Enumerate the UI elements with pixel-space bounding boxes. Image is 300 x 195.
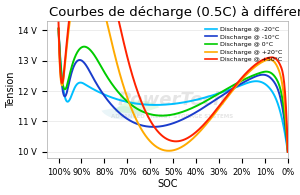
- Line: Discharge @ +50°C: Discharge @ +50°C: [58, 0, 288, 152]
- Discharge @ -10°C: [62, 94, 66, 97]
- Line: Discharge @ -10°C: Discharge @ -10°C: [58, 29, 288, 152]
- Discharge @ -10°C: [98, 88, 102, 90]
- Discharge @ -10°C: [57, 27, 60, 30]
- Discharge @ +50°C: [176, 140, 179, 143]
- Discharge @ 0°C: [176, 112, 179, 114]
- Text: ADVANCED ENERGY STORAGE SYSTEMS: ADVANCED ENERGY STORAGE SYSTEMS: [111, 114, 233, 119]
- X-axis label: SOC: SOC: [157, 179, 178, 190]
- Discharge @ +20°C: [286, 151, 290, 153]
- Discharge @ -10°C: [177, 120, 181, 122]
- Discharge @ +50°C: [162, 136, 166, 138]
- Discharge @ +20°C: [177, 147, 181, 150]
- Discharge @ 0°C: [162, 114, 166, 117]
- Y-axis label: Tension: Tension: [6, 71, 16, 108]
- Discharge @ +50°C: [149, 121, 153, 124]
- Discharge @ +20°C: [62, 77, 65, 80]
- Discharge @ +50°C: [286, 151, 290, 153]
- Wedge shape: [115, 100, 159, 114]
- Wedge shape: [101, 106, 147, 120]
- Line: Discharge @ 0°C: Discharge @ 0°C: [58, 29, 288, 152]
- Discharge @ +20°C: [149, 141, 153, 144]
- Discharge @ -10°C: [286, 151, 290, 153]
- Discharge @ +20°C: [57, 27, 60, 30]
- Discharge @ -20°C: [149, 104, 153, 106]
- Discharge @ 0°C: [177, 112, 181, 114]
- Discharge @ 0°C: [57, 27, 60, 30]
- Discharge @ -20°C: [176, 102, 179, 105]
- Discharge @ -20°C: [98, 91, 102, 94]
- Discharge @ +50°C: [57, 21, 60, 24]
- Discharge @ +50°C: [177, 140, 181, 142]
- Text: PowerTech: PowerTech: [118, 91, 227, 109]
- Discharge @ 0°C: [286, 151, 290, 153]
- Discharge @ -20°C: [286, 151, 290, 153]
- Discharge @ +20°C: [176, 148, 179, 150]
- Discharge @ -20°C: [162, 104, 166, 106]
- Text: Courbes de décharge (0.5C) à différentes températures: Courbes de décharge (0.5C) à différentes…: [50, 5, 300, 19]
- Discharge @ -10°C: [176, 121, 179, 123]
- Legend: Discharge @ -20°C, Discharge @ -10°C, Discharge @ 0°C, Discharge @ +20°C, Discha: Discharge @ -20°C, Discharge @ -10°C, Di…: [203, 24, 285, 65]
- Discharge @ 0°C: [62, 87, 66, 90]
- Discharge @ -20°C: [177, 102, 181, 104]
- Discharge @ +50°C: [62, 75, 65, 77]
- Discharge @ -20°C: [62, 92, 66, 94]
- Discharge @ +20°C: [162, 149, 166, 151]
- Discharge @ 0°C: [98, 63, 102, 66]
- Discharge @ -10°C: [162, 125, 166, 127]
- Discharge @ -20°C: [57, 27, 60, 30]
- Line: Discharge @ -20°C: Discharge @ -20°C: [58, 29, 288, 152]
- Discharge @ 0°C: [149, 113, 153, 116]
- Line: Discharge @ +20°C: Discharge @ +20°C: [58, 0, 288, 152]
- Discharge @ -10°C: [149, 126, 153, 128]
